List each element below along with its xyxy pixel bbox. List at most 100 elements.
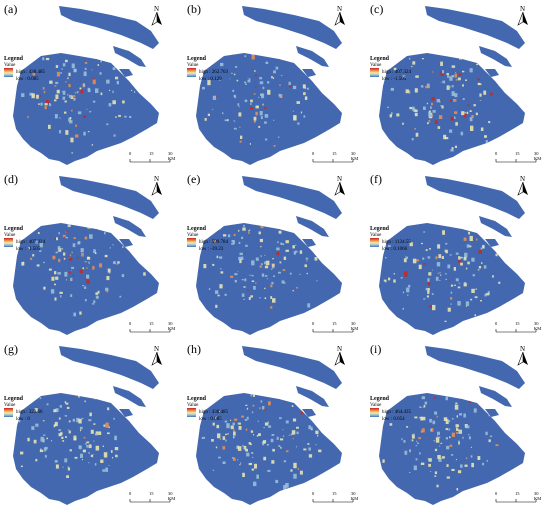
- heatmap: [196, 346, 342, 505]
- heatmap: [196, 6, 342, 165]
- mainland-shape: [196, 223, 342, 335]
- legend-value-label: Value: [370, 233, 382, 238]
- legend-high: high : 464.435: [382, 409, 412, 415]
- scale-tick: 0: [129, 491, 132, 496]
- north-label: N: [154, 345, 160, 353]
- legend-value-label: Value: [4, 403, 16, 408]
- island-shape: [242, 346, 342, 389]
- mainland-shape: [13, 393, 159, 505]
- scale-tick: 30 KM: [168, 321, 176, 331]
- legend: Legend Value high : 407.324 low : -1.505: [370, 56, 440, 83]
- scale-tick: 0: [312, 321, 315, 326]
- panel-label: (i): [370, 342, 382, 356]
- legend-color-ramp: [187, 68, 196, 77]
- scale-bar: 0 15 30 KM: [119, 491, 179, 507]
- north-label: N: [337, 175, 343, 183]
- legend-value-label: Value: [4, 63, 16, 68]
- legend-high: high : 407.324: [382, 69, 412, 75]
- north-label: N: [154, 175, 160, 183]
- legend-value-label: Value: [4, 233, 16, 238]
- island-shape: [59, 176, 159, 219]
- north-label: N: [337, 5, 343, 13]
- legend: Legend Value high : 1134.55 low : 0.1066: [370, 226, 440, 253]
- island-shape: [119, 239, 133, 247]
- heatmap: [379, 346, 525, 505]
- map-panel: (a) Legend Value high : 438.485 low : 0.085 N…: [1, 1, 184, 171]
- scale-tick: 15: [332, 321, 337, 326]
- scale-bar: 0 15 30 KM: [485, 321, 545, 337]
- north-arrow-icon: N: [150, 345, 164, 366]
- island-shape: [296, 386, 329, 407]
- legend-high: high : 407.324: [16, 239, 46, 245]
- scale-bar: 0 15 30 KM: [485, 151, 545, 167]
- panel-label: (d): [4, 172, 18, 186]
- north-label: N: [520, 5, 526, 13]
- scale-tick: 30 KM: [534, 321, 542, 331]
- legend: Legend Value high : 464.435 low : 0.054: [370, 396, 440, 423]
- island-shape: [485, 239, 499, 247]
- north-arrow-icon: N: [150, 175, 164, 196]
- scale-bar: 0 15 30 KM: [302, 491, 362, 507]
- scale-tick: 0: [312, 151, 315, 156]
- island-shape: [485, 409, 499, 417]
- island-shape: [302, 409, 316, 417]
- legend-color-ramp: [370, 68, 379, 77]
- panel-label: (e): [187, 172, 201, 186]
- panel-label: (f): [370, 172, 382, 186]
- scale-tick: 0: [495, 151, 498, 156]
- scale-bar: 0 15 30 KM: [302, 321, 362, 337]
- north-arrow-icon: N: [516, 5, 530, 26]
- north-arrow-icon: N: [516, 345, 530, 366]
- legend-high: high : 438.485: [16, 69, 46, 75]
- scale-tick: 15: [515, 321, 520, 326]
- panel-label: (b): [187, 2, 201, 16]
- legend-low: low : 0.085: [199, 416, 222, 422]
- scale-tick: 15: [149, 491, 154, 496]
- legend-high: high : 323.66: [16, 409, 43, 415]
- scale-tick: 0: [129, 151, 132, 156]
- map-panel: (g) Legend Value high : 323.66 low : 0 N 0 15 30…: [1, 341, 184, 511]
- island-shape: [119, 69, 133, 77]
- legend-value-label: Value: [370, 63, 382, 68]
- legend-color-ramp: [187, 408, 196, 417]
- map-panel: (i) Legend Value high : 464.435 low : 0.054 N…: [367, 341, 550, 511]
- mainland-shape: [196, 53, 342, 165]
- scale-tick: 0: [312, 491, 315, 496]
- legend-high: high : 1134.55: [382, 239, 411, 245]
- legend-title: Legend: [187, 396, 207, 402]
- legend-low: low : 0.1066: [382, 246, 408, 252]
- island-shape: [242, 6, 342, 49]
- scale-tick: 15: [515, 151, 520, 156]
- island-shape: [485, 69, 499, 77]
- map-panel: (c) Legend Value high : 407.324 low : -1.505…: [367, 1, 550, 171]
- legend-color-ramp: [4, 408, 13, 417]
- island-shape: [425, 346, 525, 389]
- legend-low: low : 0.085: [16, 76, 39, 82]
- legend-low: low : 0.129: [199, 76, 222, 82]
- north-arrow-icon: N: [333, 5, 347, 26]
- heatmap: [379, 6, 525, 165]
- scale-tick: 0: [495, 321, 498, 326]
- legend: Legend Value high : 262.763 low : 0.129: [187, 56, 257, 83]
- island-shape: [425, 176, 525, 219]
- scale-tick: 15: [149, 151, 154, 156]
- island-shape: [119, 409, 133, 417]
- island-shape: [425, 6, 525, 49]
- scale-tick: 30 KM: [351, 491, 359, 501]
- legend: Legend Value high : 438.485 low : 0.085: [187, 396, 257, 423]
- panel-label: (c): [370, 2, 384, 16]
- scale-bar: 0 15 30 KM: [119, 151, 179, 167]
- legend-low: low : 0: [16, 416, 30, 422]
- map-panel: (f) Legend Value high : 1134.55 low : 0.1066…: [367, 171, 550, 341]
- north-label: N: [520, 345, 526, 353]
- legend-title: Legend: [370, 226, 390, 232]
- north-arrow-icon: N: [150, 5, 164, 26]
- heatmap: [13, 176, 159, 335]
- scale-bar: 0 15 30 KM: [119, 321, 179, 337]
- heatmap: [13, 346, 159, 505]
- map-panel: (b) Legend Value high : 262.763 low : 0.129 N…: [184, 1, 367, 171]
- legend-value-label: Value: [187, 403, 199, 408]
- legend-title: Legend: [370, 396, 390, 402]
- island-shape: [113, 216, 146, 237]
